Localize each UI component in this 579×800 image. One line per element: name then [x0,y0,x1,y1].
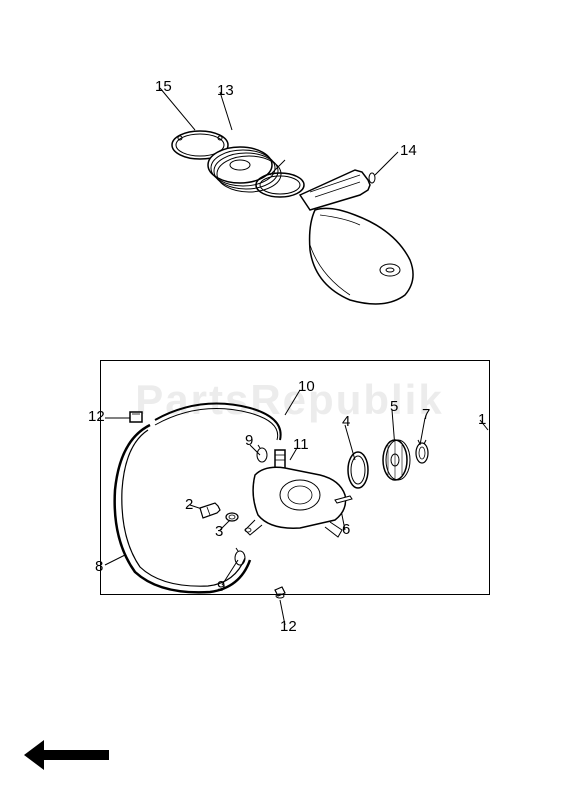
callout-11: 11 [293,436,309,453]
callout-9b: 9 [217,578,225,595]
callout-5: 5 [390,398,398,415]
callout-9: 9 [245,432,253,449]
assembly-bounding-box [100,360,490,595]
callout-10: 10 [298,378,315,395]
callout-16: 15 [155,78,172,95]
callout-1: 1 [478,411,486,428]
callout-8: 8 [95,558,103,575]
callout-4: 4 [342,413,350,430]
callout-3: 3 [215,523,223,540]
callout-7: 7 [422,406,430,423]
callout-2: 2 [185,496,193,513]
callout-15: 14 [400,142,417,159]
callout-13: 12 [280,618,297,635]
callout-6: 6 [342,521,350,538]
callout-12: 12 [88,408,105,425]
callout-14: 13 [217,82,234,99]
diagram-container: PartsRepublik [0,0,579,800]
